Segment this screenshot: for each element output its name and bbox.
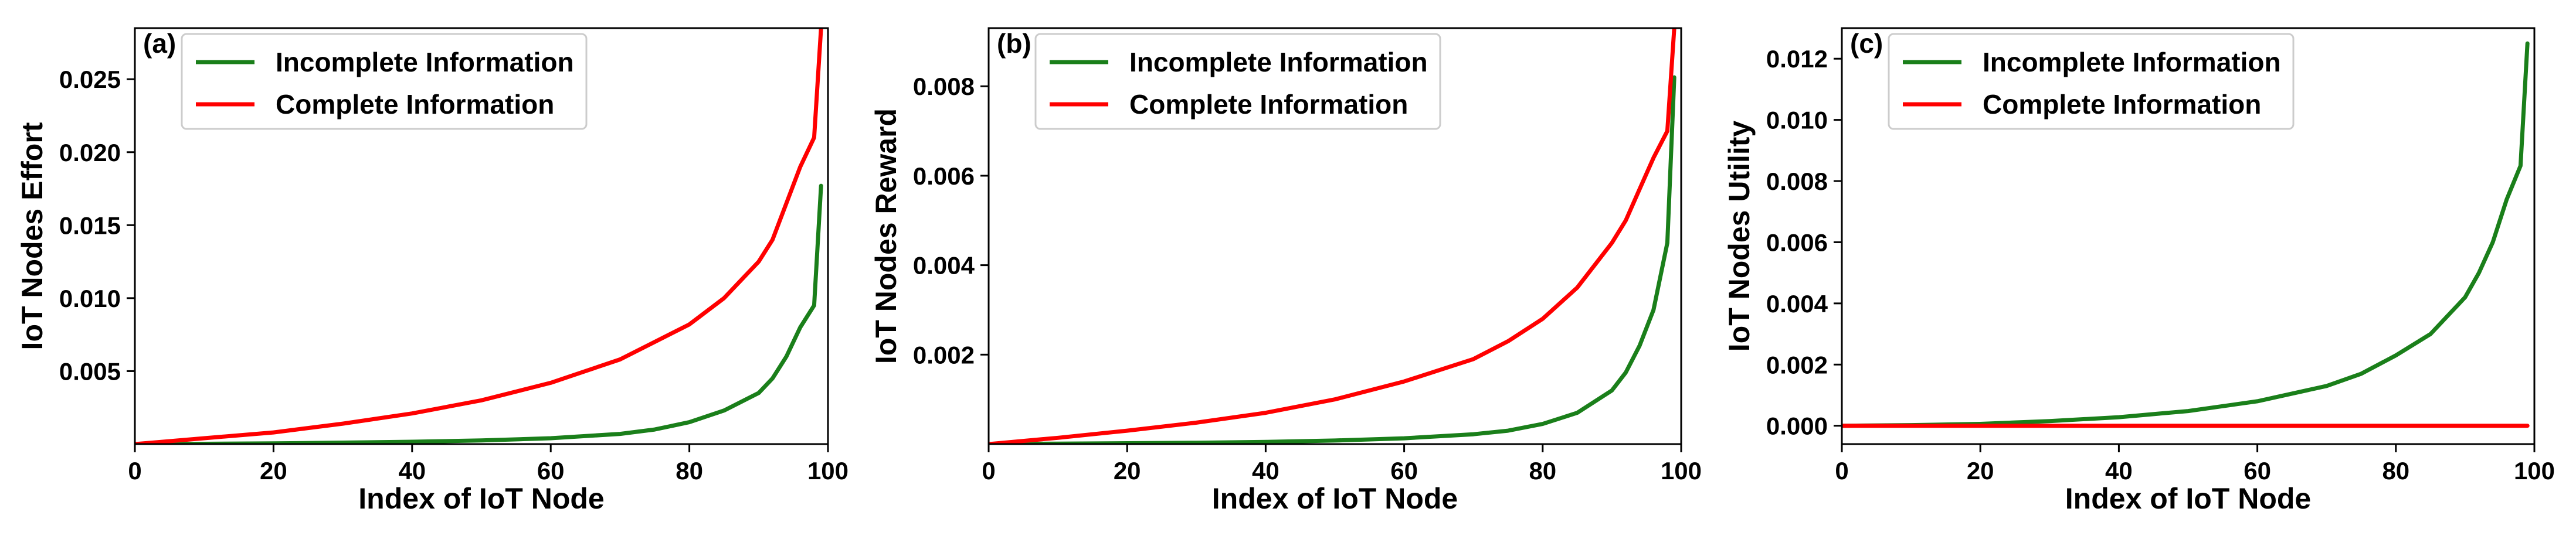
x-tick-label: 100	[2514, 457, 2555, 485]
legend-box	[1888, 33, 2295, 130]
panel-label: (b)	[997, 28, 1031, 59]
legend: Incomplete Information Complete Informati…	[181, 33, 588, 130]
x-tick-label: 40	[398, 457, 426, 485]
x-tick-label: 60	[1390, 457, 1418, 485]
y-axis-label: IoT Nodes Effort	[16, 122, 49, 350]
x-tick-label: 40	[2105, 457, 2133, 485]
x-axis-label: Index of IoT Node	[358, 482, 604, 515]
y-tick-label: 0.000	[1766, 412, 1828, 440]
x-tick-label: 100	[807, 457, 849, 485]
legend-label-0: Incomplete Information	[1129, 47, 1428, 77]
legend-label-0: Incomplete Information	[1983, 47, 2281, 77]
legend-label-1: Complete Information	[1983, 89, 2261, 120]
legend-label-1: Complete Information	[1129, 89, 1408, 120]
y-tick-label: 0.005	[59, 357, 121, 385]
legend-label-1: Complete Information	[276, 89, 554, 120]
plot-frame	[1841, 27, 2536, 445]
series-line-1	[135, 28, 823, 444]
x-tick-label: 80	[2382, 457, 2409, 485]
x-axis-label: Index of IoT Node	[2065, 482, 2311, 515]
x-tick-label: 80	[676, 457, 703, 485]
y-tick-label: 0.010	[1766, 107, 1828, 134]
y-axis-label: IoT Nodes Utility	[1723, 121, 1756, 352]
y-tick-label: 0.015	[59, 211, 121, 239]
chart-panel-2: 0 20 40 60 80 100 0.000 0.002 0.004 0.006 0.008 0.0…	[1723, 27, 2555, 515]
x-tick-label: 80	[1529, 457, 1556, 485]
series-line-0	[135, 183, 823, 444]
y-tick-label: 0.004	[1766, 290, 1828, 318]
x-tick-label: 20	[1967, 457, 1994, 485]
y-axis-label: IoT Nodes Reward	[870, 108, 902, 364]
plot-frame	[134, 27, 829, 445]
x-tick-label: 40	[1252, 457, 1279, 485]
x-tick-label: 0	[982, 457, 995, 485]
y-tick-label: 0.012	[1766, 45, 1828, 73]
plot-frame	[987, 27, 1682, 445]
y-tick-label: 0.002	[913, 341, 975, 369]
chart-panel-0: 0 20 40 60 80 100 0.005 0.010 0.015 0.020 0.025 Ind…	[16, 27, 849, 515]
series-line-1	[989, 28, 1676, 444]
legend-box	[1034, 33, 1441, 130]
y-tick-label: 0.006	[913, 162, 975, 190]
series-line-0	[1842, 41, 2530, 428]
x-axis-label: Index of IoT Node	[1212, 482, 1458, 515]
legend: Incomplete Information Complete Informati…	[1034, 33, 1441, 130]
panel-label: (a)	[143, 28, 176, 59]
y-tick-label: 0.010	[59, 285, 121, 312]
y-tick-label: 0.020	[59, 139, 121, 166]
legend-box	[181, 33, 588, 130]
y-tick-label: 0.004	[913, 252, 975, 279]
y-tick-label: 0.008	[913, 73, 975, 100]
series-line-0	[989, 75, 1676, 444]
x-tick-label: 60	[537, 457, 565, 485]
x-tick-label: 0	[128, 457, 141, 485]
chart-panel-1: 0 20 40 60 80 100 0.002 0.004 0.006 0.008 Index of…	[870, 27, 1702, 515]
x-tick-label: 20	[1114, 457, 1141, 485]
y-tick-label: 0.006	[1766, 228, 1828, 256]
panel-label: (c)	[1850, 28, 1883, 59]
legend-label-0: Incomplete Information	[276, 47, 574, 77]
x-tick-label: 100	[1661, 457, 1702, 485]
y-tick-label: 0.008	[1766, 168, 1828, 195]
y-tick-label: 0.002	[1766, 351, 1828, 378]
x-tick-label: 60	[2244, 457, 2271, 485]
legend: Incomplete Information Complete Informati…	[1888, 33, 2295, 130]
x-tick-label: 0	[1835, 457, 1848, 485]
x-tick-label: 20	[260, 457, 287, 485]
y-tick-label: 0.025	[59, 66, 121, 93]
